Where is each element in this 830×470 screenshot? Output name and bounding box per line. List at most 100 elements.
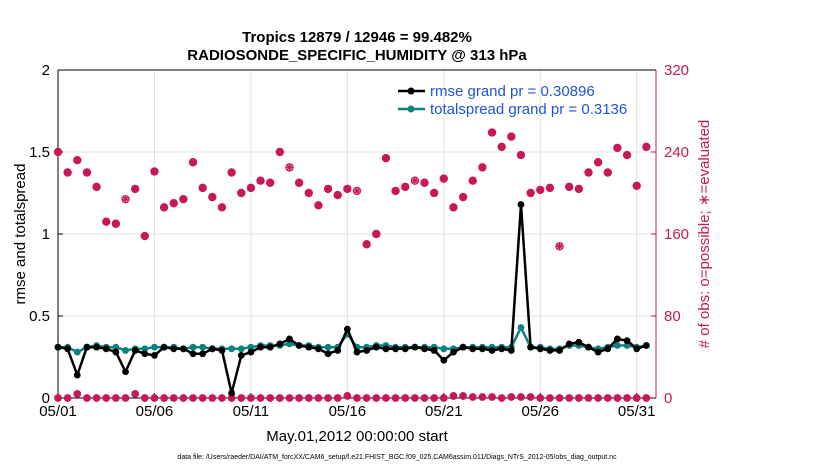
obs-star-stroke [344,393,351,399]
obs-evaluated-marker [218,203,226,212]
obs-star-stroke [257,395,264,401]
obs-bottom-star [546,394,554,402]
obs-bottom-star [160,394,168,402]
obs-evaluated-marker [575,185,583,193]
obs-bottom-star [247,394,255,402]
rmse-marker [604,345,612,353]
obs-bottom-star [421,394,428,402]
obs-star-stroke [382,155,390,162]
obs-star-stroke [93,395,100,401]
spread-marker [440,345,448,353]
rmse-marker [353,348,361,356]
obs-evaluated-marker [141,232,149,240]
obs-star-stroke [585,169,592,176]
obs-evaluated-marker [237,189,246,197]
obs-evaluated-marker [102,217,111,226]
obs-bottom-star [315,394,322,402]
spread-marker [324,343,332,351]
obs-star-stroke [161,395,167,401]
rmse-marker [218,347,226,354]
spread-marker [141,345,149,353]
obs-bottom-star [122,394,129,402]
obs-star-stroke [209,395,216,401]
obs-bottom-star [363,394,370,402]
rmse-marker [179,345,187,353]
rmse-marker [440,356,448,364]
obs-evaluated-marker [594,158,602,167]
obs-bottom-star [189,394,197,402]
obs-star-stroke [344,185,351,193]
rmse-marker [189,350,197,358]
x-tick-label: 05/26 [521,403,559,420]
rmse-marker [73,371,81,379]
obs-star-stroke [498,395,505,401]
obs-evaluated-marker [449,203,458,212]
obs-evaluated-marker [121,195,130,203]
obs-bottom-star [604,394,611,402]
obs-star-stroke [547,395,553,401]
obs-evaluated-marker [131,185,139,193]
obs-bottom-star [373,394,380,402]
obs-star-stroke [199,395,206,401]
obs-star-stroke [459,193,467,201]
obs-star-stroke [556,395,563,401]
rmse-marker [546,347,554,354]
obs-star-stroke [489,394,495,400]
obs-evaluated-marker [92,183,101,191]
y-left-tick-label: 1 [42,226,50,243]
obs-evaluated-marker [613,144,622,152]
y-axis-right-label: # of obs: o=possible; ∗=evaluated [696,120,713,349]
obs-star-stroke [373,395,379,401]
rmse-marker [575,338,583,346]
obs-star-stroke [518,394,524,400]
obs-bottom-star [488,393,496,401]
x-tick-label: 05/31 [618,403,656,420]
obs-star-stroke [643,395,650,401]
rmse-series [54,201,650,397]
x-tick-label: 05/21 [425,403,463,420]
rmse-marker [131,347,139,354]
rmse-marker [199,350,207,358]
rmse-marker [450,348,457,356]
obs-evaluated-marker [247,184,255,192]
obs-star-stroke [84,395,90,401]
legend-rmse-text: rmse grand pr = 0.30896 [430,83,595,100]
obs-star-stroke [325,395,331,401]
obs-bottom-star [459,392,467,400]
obs-star-stroke [171,395,177,401]
obs-bottom-star [508,393,515,401]
rmse-marker [102,345,110,353]
rmse-marker [315,345,322,353]
obs-star-stroke [546,184,554,191]
obs-evaluated-marker [189,158,197,167]
obs-star-stroke [508,394,515,400]
obs-evaluated-marker [179,195,188,203]
obs-star-stroke [392,395,399,401]
obs-star-stroke [633,182,640,189]
rmse-marker [536,345,544,353]
rmse-marker [343,325,351,333]
rmse-marker [459,343,467,351]
obs-bottom-star [450,392,457,400]
obs-star-stroke [527,189,534,197]
rmse-marker [488,347,496,354]
obs-evaluated-marker [295,178,303,187]
obs-bottom-star [74,390,81,398]
obs-star-stroke [286,164,293,171]
obs-star-stroke [431,189,438,197]
obs-evaluated-marker [382,154,390,162]
obs-star-stroke [180,196,187,203]
obs-star-stroke [132,391,138,397]
obs-count-series [53,128,651,402]
rmse-marker [594,348,602,356]
obs-evaluated-marker [276,148,284,156]
obs-star-stroke [238,189,245,197]
obs-star-stroke [469,177,476,184]
x-tick-label: 05/16 [329,403,367,420]
obs-star-stroke [614,144,621,152]
x-tick-label: 05/11 [233,403,269,420]
obs-star-stroke [392,187,399,195]
spread-marker [189,343,197,351]
rmse-marker [64,345,72,353]
